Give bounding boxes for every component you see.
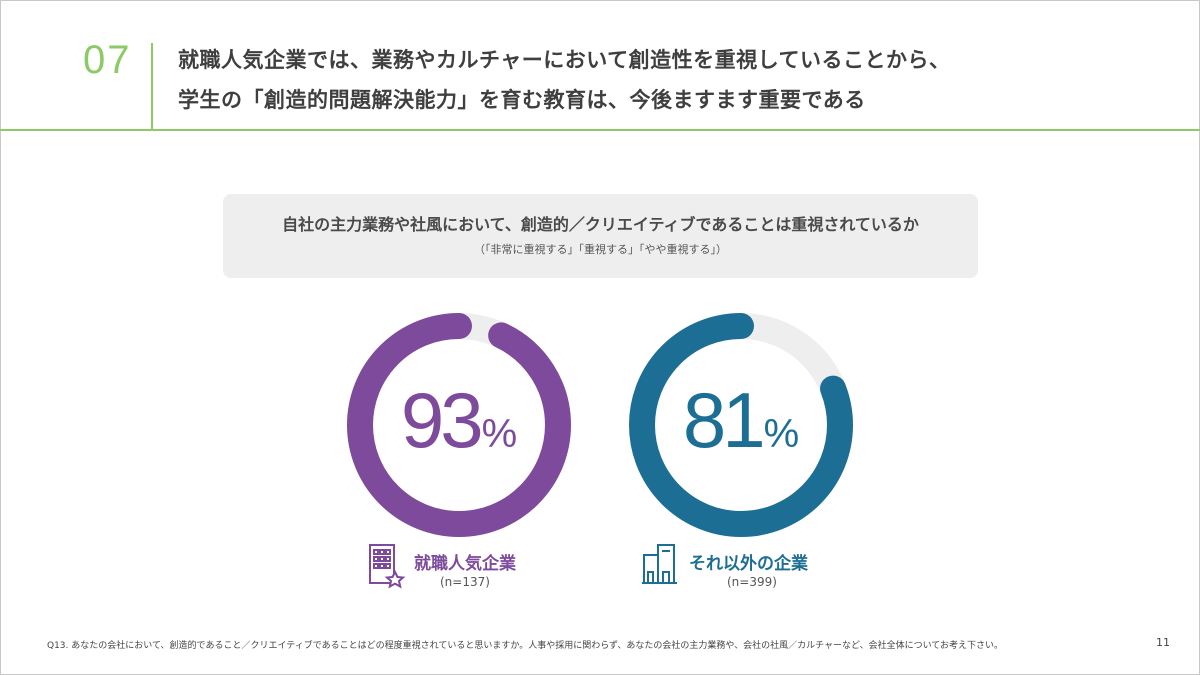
office-buildings-icon (642, 544, 677, 584)
donut-chart-popular-companies: 93% (339, 305, 579, 545)
donut-value-number: 93 (400, 376, 484, 464)
section-number: 07 (83, 38, 132, 82)
legend-label: 就職人気企業 (414, 554, 516, 574)
slide-title-line-1: 就職人気企業では、業務やカルチャーにおいて創造性を重視していることから、 (178, 48, 951, 72)
donut-arc (347, 313, 571, 537)
donut-value-unit: % (763, 412, 800, 456)
donut-value-number: 81 (682, 376, 766, 464)
donut-svg (347, 313, 571, 537)
donut-value-label: 81% (621, 375, 861, 466)
donut-svg (629, 313, 853, 537)
header-divider (151, 43, 153, 131)
question-box: 自社の主力業務や社風において、創造的／クリエイティブであることは重視されているか… (223, 194, 978, 278)
donut-chart-other-companies: 81% (621, 305, 861, 545)
donut-value-label: 93% (339, 375, 579, 466)
building-star-icon (369, 544, 406, 589)
slide-title-line-2: 学生の「創造的問題解決能力」を育む教育は、今後ますます重要である (178, 88, 866, 112)
donut-value-unit: % (481, 412, 518, 456)
legend-label: それ以外の企業 (689, 554, 808, 574)
donut-arc (629, 313, 853, 537)
question-subtext: （「非常に重視する」「重視する」「やや重視する」） (474, 243, 727, 256)
legend-sample-size: (n=137) (440, 575, 490, 589)
question-text: 自社の主力業務や社風において、創造的／クリエイティブであることは重視されているか (282, 215, 919, 234)
slide-header: 07 就職人気企業では、業務やカルチャーにおいて創造性を重視していることから、 … (0, 0, 1200, 131)
legend-sample-size: (n=399) (727, 575, 777, 589)
footnote-question: Q13. あなたの会社において、創造的であること／クリエイティブであることはどの… (47, 641, 1004, 651)
page-number: 11 (1156, 636, 1170, 649)
